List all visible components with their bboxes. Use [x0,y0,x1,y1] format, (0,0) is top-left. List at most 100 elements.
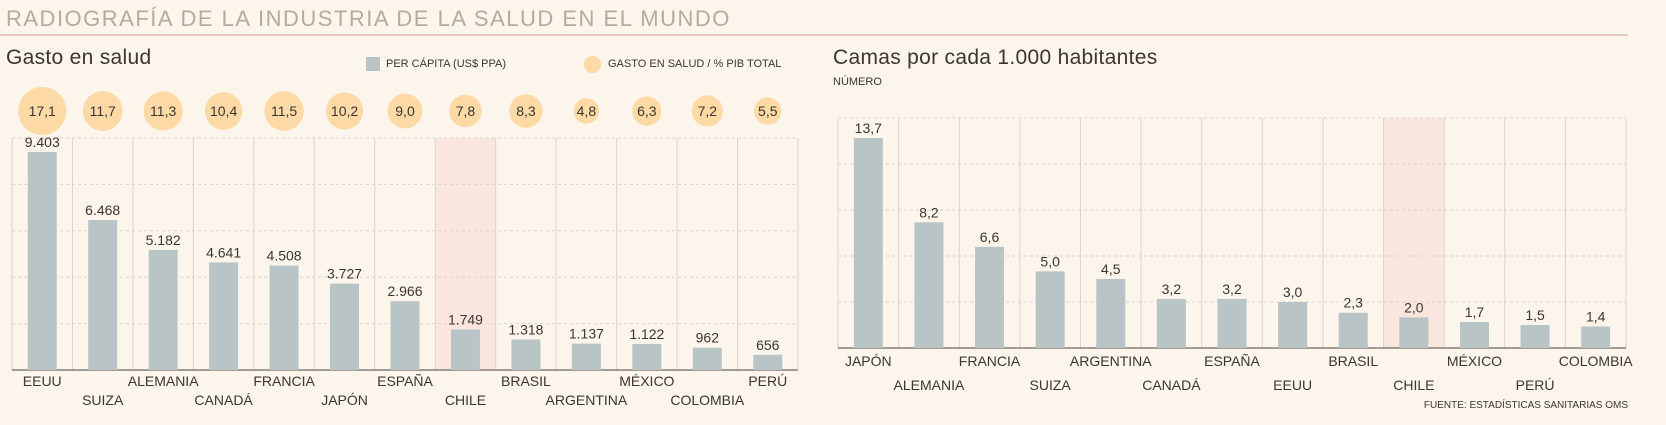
beds-value-label-brasil: 2,3 [1343,295,1363,311]
main-title: RADIOGRAFÍA DE LA INDUSTRIA DE LA SALUD … [6,6,731,31]
beds-bar-mexico [1459,321,1489,348]
gdp-bubble-eeuu [18,87,67,135]
spending-bar-canada [209,262,239,370]
beds-bar-alemania [914,222,944,348]
legend-per-capita: PER CÁPITA (US$ PPA) [366,56,506,72]
spending-bar-mexico [632,343,662,370]
gdp-bubble-label-suiza: 11,7 [90,103,116,119]
spending-value-label-alemania: 5.182 [146,232,181,248]
beds-category-label-chile: CHILE [1393,377,1434,393]
gdp-bubble-argentina [573,98,600,124]
spending-bar-chile [450,329,480,370]
beds-category-label-japon: JAPÓN [845,353,892,369]
beds-value-label-alemania: 8,2 [919,204,939,220]
beds-value-label-peru: 1,5 [1525,307,1545,323]
gdp-bubble-label-argentina: 4,8 [577,103,597,119]
title-divider [0,34,1628,36]
gdp-bubble-japon [326,92,364,130]
beds-bar-espana [1217,298,1247,348]
legend-per-capita-swatch [366,57,380,71]
spending-category-label-japon: JAPÓN [321,392,368,408]
gdp-bubble-mexico [632,96,662,126]
beds-bar-chile [1399,317,1429,348]
spending-value-label-suiza: 6.468 [85,202,120,218]
spending-bar-espana [390,301,420,370]
gdp-bubble-label-francia: 11,5 [271,103,297,119]
spending-category-label-brasil: BRASIL [501,373,551,389]
legend-gdp-share-swatch [584,55,601,73]
beds-bar-peru [1520,325,1550,348]
spending-value-label-argentina: 1.137 [569,326,604,342]
beds-chart-title: Camas por cada 1.000 habitantes [833,46,1158,69]
beds-value-label-espana: 3,2 [1222,281,1242,297]
gdp-bubble-chile [449,94,482,128]
beds-category-label-eeuu: EEUU [1273,377,1312,393]
spending-value-label-colombia: 962 [696,330,720,346]
legend-per-capita-label: PER CÁPITA (US$ PPA) [386,58,507,70]
gdp-bubble-label-brasil: 8,3 [516,103,536,119]
beds-category-label-alemania: ALEMANIA [894,377,965,393]
spending-value-label-francia: 4.508 [267,247,302,263]
gdp-bubble-peru [754,97,782,125]
beds-value-label-mexico: 1,7 [1465,304,1485,320]
spending-category-label-peru: PERÚ [748,373,787,389]
spending-bar-suiza [88,220,118,370]
beds-bar-brasil [1338,312,1368,348]
spending-category-label-canada: CANADÁ [194,392,253,408]
beds-value-label-francia: 6,6 [980,229,1000,245]
spending-bar-eeuu [27,152,57,370]
gdp-bubble-label-eeuu: 17,1 [29,103,56,119]
spending-value-label-chile: 1.749 [448,311,483,327]
beds-value-label-chile: 2,0 [1404,299,1424,315]
gdp-bubble-label-espana: 9,0 [395,103,415,119]
gdp-bubble-suiza [82,91,123,131]
spending-bar-francia [269,265,299,370]
gdp-bubble-label-peru: 5,5 [758,103,778,119]
beds-category-label-argentina: ARGENTINA [1070,353,1152,369]
beds-bar-argentina [1096,279,1126,348]
beds-bar-japon [853,138,883,348]
spending-bar-brasil [511,339,541,370]
spending-value-label-espana: 2.966 [387,283,422,299]
beds-value-label-eeuu: 3,0 [1283,284,1303,300]
beds-chart-subtitle: NÚMERO [833,76,882,88]
beds-highlight-band [1383,118,1445,348]
spending-category-label-mexico: MÉXICO [619,373,674,389]
gdp-bubble-brasil [509,94,543,128]
gdp-bubble-label-canada: 10,4 [210,103,237,119]
beds-value-label-japon: 13,7 [855,120,882,136]
spending-category-label-colombia: COLOMBIA [670,392,745,408]
spending-value-label-eeuu: 9.403 [25,134,60,150]
spending-bar-peru [753,354,783,370]
spending-value-label-mexico: 1.122 [629,326,664,342]
beds-category-label-suiza: SUIZA [1030,377,1072,393]
beds-category-label-peru: PERÚ [1516,377,1555,393]
spending-category-label-espana: ESPAÑA [377,373,433,389]
beds-value-label-argentina: 4,5 [1101,261,1121,277]
beds-category-label-colombia: COLOMBIA [1559,353,1634,369]
beds-bar-colombia [1581,326,1611,348]
beds-category-label-francia: FRANCIA [959,353,1021,369]
gdp-bubble-label-alemania: 11,3 [150,103,176,119]
gdp-bubble-label-colombia: 7,2 [698,103,718,119]
legend-gdp-share-label: GASTO EN SALUD / % PIB TOTAL [608,58,782,70]
beds-value-label-canada: 3,2 [1162,281,1182,297]
beds-bar-canada [1156,298,1186,348]
spending-bar-colombia [692,347,722,370]
legend-gdp-share: GASTO EN SALUD / % PIB TOTAL [584,55,782,73]
beds-value-label-colombia: 1,4 [1586,309,1606,325]
spending-bar-japon [330,283,360,370]
spending-category-label-eeuu: EEUU [23,373,62,389]
spending-chart-title: Gasto en salud [6,46,152,69]
spending-value-label-peru: 656 [756,337,780,353]
beds-category-label-espana: ESPAÑA [1204,353,1260,369]
spending-bar-argentina [571,343,601,370]
gdp-bubble-espana [387,93,423,129]
beds-category-label-canada: CANADÁ [1142,377,1201,393]
gdp-bubble-label-japon: 10,2 [331,103,358,119]
beds-category-label-mexico: MÉXICO [1447,353,1502,369]
spending-bar-alemania [148,249,178,370]
spending-category-label-argentina: ARGENTINA [546,392,628,408]
gdp-bubble-francia [264,91,304,131]
